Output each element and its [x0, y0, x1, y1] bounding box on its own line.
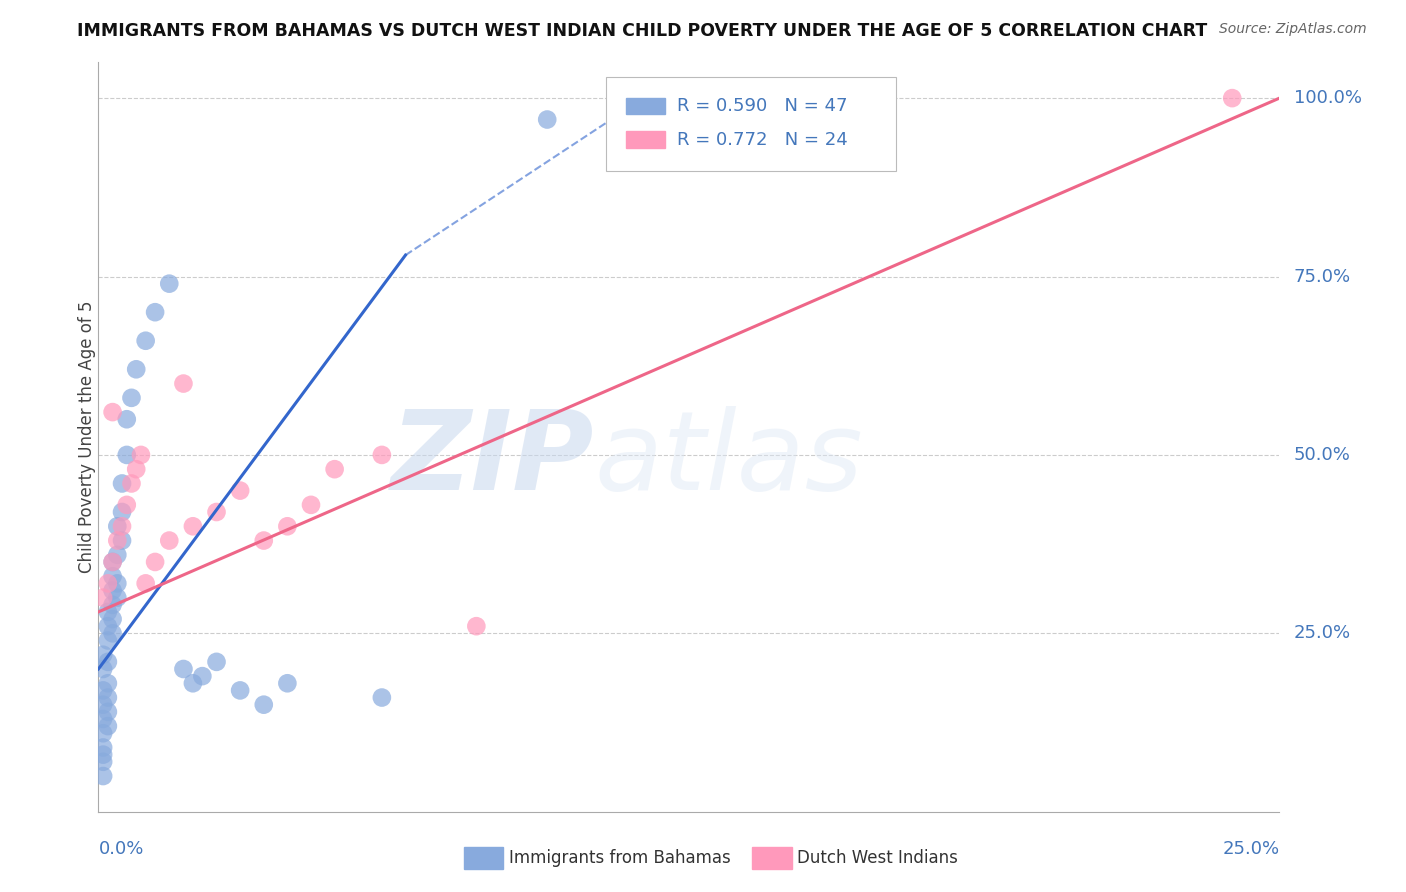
Point [91, 747, 114, 762]
Point [276, 676, 298, 690]
Point [91, 683, 114, 698]
Point [111, 476, 134, 491]
Text: 25.0%: 25.0% [1222, 840, 1279, 858]
Text: Source: ZipAtlas.com: Source: ZipAtlas.com [1219, 22, 1367, 37]
Point [97, 576, 120, 591]
Point [97, 655, 120, 669]
Point [91, 726, 114, 740]
Point [205, 655, 228, 669]
Point [91, 740, 114, 755]
Point [115, 448, 138, 462]
Point [276, 519, 298, 533]
Point [191, 669, 214, 683]
Bar [626, 97, 665, 114]
Point [105, 519, 128, 533]
Point [101, 626, 124, 640]
Point [129, 448, 152, 462]
Point [105, 533, 128, 548]
Text: 25.0%: 25.0% [1294, 624, 1351, 642]
Point [97, 676, 120, 690]
Text: R = 0.772   N = 24: R = 0.772 N = 24 [678, 130, 848, 149]
Point [111, 533, 134, 548]
Y-axis label: Child Poverty Under the Age of 5: Child Poverty Under the Age of 5 [79, 301, 96, 574]
Point [181, 519, 204, 533]
Point [135, 334, 157, 348]
Point [121, 476, 143, 491]
Point [101, 569, 124, 583]
Point [143, 555, 166, 569]
Point [91, 698, 114, 712]
Point [125, 462, 148, 476]
Point [97, 705, 120, 719]
Point [253, 698, 276, 712]
Point [371, 690, 394, 705]
Point [229, 683, 252, 698]
Text: 50.0%: 50.0% [1294, 446, 1351, 464]
Point [105, 548, 128, 562]
Point [536, 112, 558, 127]
Point [299, 498, 322, 512]
Point [371, 448, 394, 462]
Point [205, 505, 228, 519]
Point [91, 662, 114, 676]
Point [101, 598, 124, 612]
Point [91, 712, 114, 726]
Point [101, 405, 124, 419]
Point [115, 412, 138, 426]
Point [101, 555, 124, 569]
Point [172, 662, 194, 676]
Point [143, 305, 166, 319]
Text: 100.0%: 100.0% [1294, 89, 1361, 107]
Point [115, 498, 138, 512]
Point [91, 755, 114, 769]
Text: IMMIGRANTS FROM BAHAMAS VS DUTCH WEST INDIAN CHILD POVERTY UNDER THE AGE OF 5 CO: IMMIGRANTS FROM BAHAMAS VS DUTCH WEST IN… [77, 22, 1208, 40]
Point [97, 633, 120, 648]
Point [1220, 91, 1243, 105]
Point [323, 462, 346, 476]
Point [101, 555, 124, 569]
Point [105, 576, 128, 591]
Text: Immigrants from Bahamas: Immigrants from Bahamas [509, 849, 731, 867]
Point [97, 619, 120, 633]
Point [105, 591, 128, 605]
Point [97, 690, 120, 705]
Point [465, 619, 488, 633]
Point [91, 648, 114, 662]
Point [91, 591, 114, 605]
Point [253, 533, 276, 548]
Point [135, 576, 157, 591]
Text: R = 0.590   N = 47: R = 0.590 N = 47 [678, 97, 848, 115]
Point [101, 583, 124, 598]
Point [111, 519, 134, 533]
Text: 0.0%: 0.0% [98, 840, 143, 858]
Text: 75.0%: 75.0% [1294, 268, 1351, 285]
Text: Dutch West Indians: Dutch West Indians [797, 849, 957, 867]
Point [125, 362, 148, 376]
Text: ZIP: ZIP [391, 406, 595, 513]
Point [172, 376, 194, 391]
Bar [626, 131, 665, 148]
Point [111, 505, 134, 519]
Point [121, 391, 143, 405]
Text: atlas: atlas [595, 406, 863, 513]
Point [97, 719, 120, 733]
Point [229, 483, 252, 498]
Point [157, 277, 180, 291]
Point [97, 605, 120, 619]
Point [101, 612, 124, 626]
Point [181, 676, 204, 690]
Point [157, 533, 180, 548]
Point [91, 769, 114, 783]
FancyBboxPatch shape [606, 78, 896, 171]
